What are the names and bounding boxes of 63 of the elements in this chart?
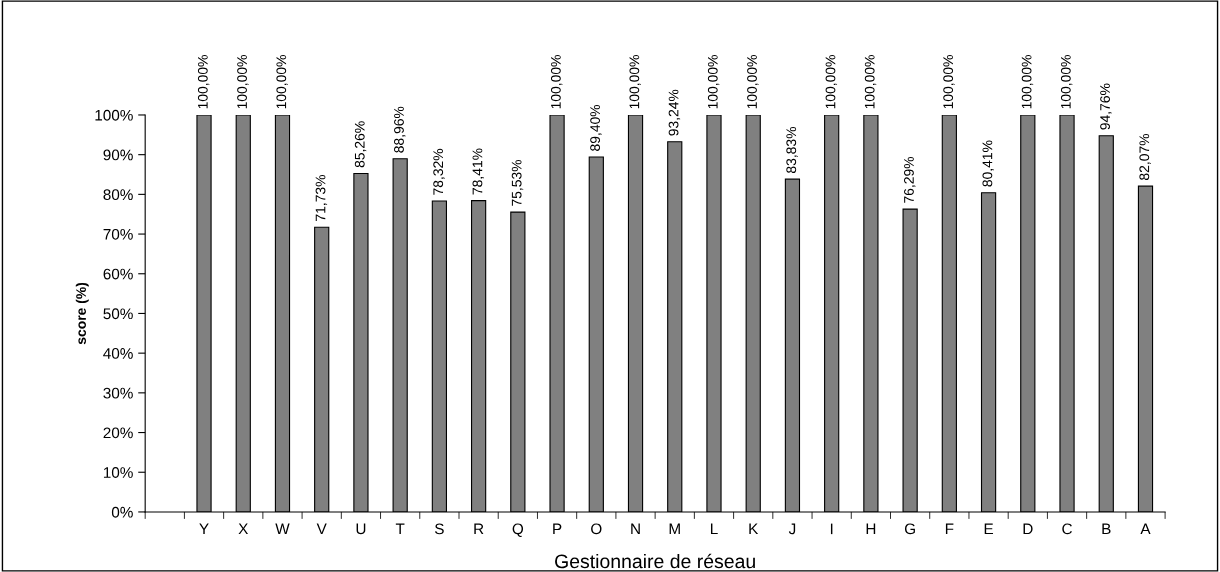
data-label: 100,00% — [825, 55, 838, 109]
data-label: 78,32% — [433, 148, 445, 195]
x-tick-label: F — [945, 523, 954, 535]
data-label: 93,24% — [668, 89, 681, 136]
y-tick-label: 0% — [111, 506, 133, 518]
x-tick-label: B — [1102, 523, 1111, 535]
y-tick-label: 30% — [103, 387, 133, 399]
x-tick-label: X — [238, 523, 249, 535]
x-tick-label: O — [591, 523, 602, 535]
x-tick-label: E — [984, 523, 994, 535]
x-tick-label: D — [1023, 523, 1033, 535]
data-label: 85,26% — [354, 121, 367, 168]
y-tick-label: 20% — [103, 427, 133, 439]
data-label: 80,41% — [982, 140, 994, 187]
data-label: 100,00% — [747, 55, 759, 109]
data-label: 100,00% — [864, 55, 877, 109]
data-label: 100,00% — [629, 55, 641, 109]
x-tick-label: T — [395, 523, 405, 535]
data-label: 89,40% — [590, 104, 602, 151]
y-tick-label: 70% — [103, 228, 133, 240]
x-tick-label: Q — [512, 523, 524, 538]
data-label: 100,00% — [1060, 55, 1073, 109]
data-label: 100,00% — [276, 55, 288, 109]
x-tick-label: Y — [199, 523, 209, 535]
y-tick-label: 80% — [103, 189, 133, 201]
x-tick-label: G — [904, 523, 915, 535]
y-tick-label: 10% — [103, 467, 133, 478]
x-tick-label: I — [830, 523, 833, 535]
x-tick-label: P — [553, 523, 562, 535]
x-tick-label: A — [1140, 523, 1151, 535]
data-label: 100,00% — [237, 55, 249, 109]
data-label: 82,07% — [1139, 133, 1151, 180]
data-label: 75,53% — [511, 159, 524, 206]
data-label: 94,76% — [1100, 83, 1112, 130]
x-tick-label: L — [710, 523, 718, 535]
data-label: 100,00% — [1021, 55, 1034, 109]
x-tick-label: R — [474, 523, 484, 535]
x-tick-label: K — [749, 523, 759, 535]
y-tick-label: 90% — [103, 149, 133, 161]
data-label: 88,96% — [394, 106, 406, 153]
x-axis-title: Gestionnaire de réseau — [555, 553, 755, 569]
x-tick-label: S — [434, 523, 444, 535]
y-tick-label: 40% — [103, 348, 133, 359]
y-tick-label: 50% — [103, 308, 133, 320]
x-tick-label: M — [669, 523, 680, 535]
y-tick-label: 60% — [103, 268, 133, 280]
data-label: 83,83% — [786, 126, 798, 173]
x-tick-label: J — [788, 523, 796, 535]
data-label: 71,73% — [315, 175, 328, 221]
data-label: 100,00% — [197, 55, 210, 109]
data-label: 100,00% — [707, 55, 720, 109]
x-tick-label: W — [275, 523, 290, 535]
x-tick-label: N — [631, 523, 640, 535]
y-axis-title: score (%) — [75, 282, 89, 345]
data-label: 100,00% — [550, 55, 563, 109]
data-label: 76,29% — [904, 156, 916, 203]
y-tick-label: 100% — [95, 109, 133, 121]
data-label: 78,41% — [472, 148, 484, 195]
x-tick-label: V — [316, 523, 327, 535]
x-tick-label: C — [1062, 523, 1072, 535]
data-label: 100,00% — [943, 55, 955, 109]
x-tick-label: H — [866, 523, 876, 535]
x-tick-label: U — [356, 523, 366, 535]
